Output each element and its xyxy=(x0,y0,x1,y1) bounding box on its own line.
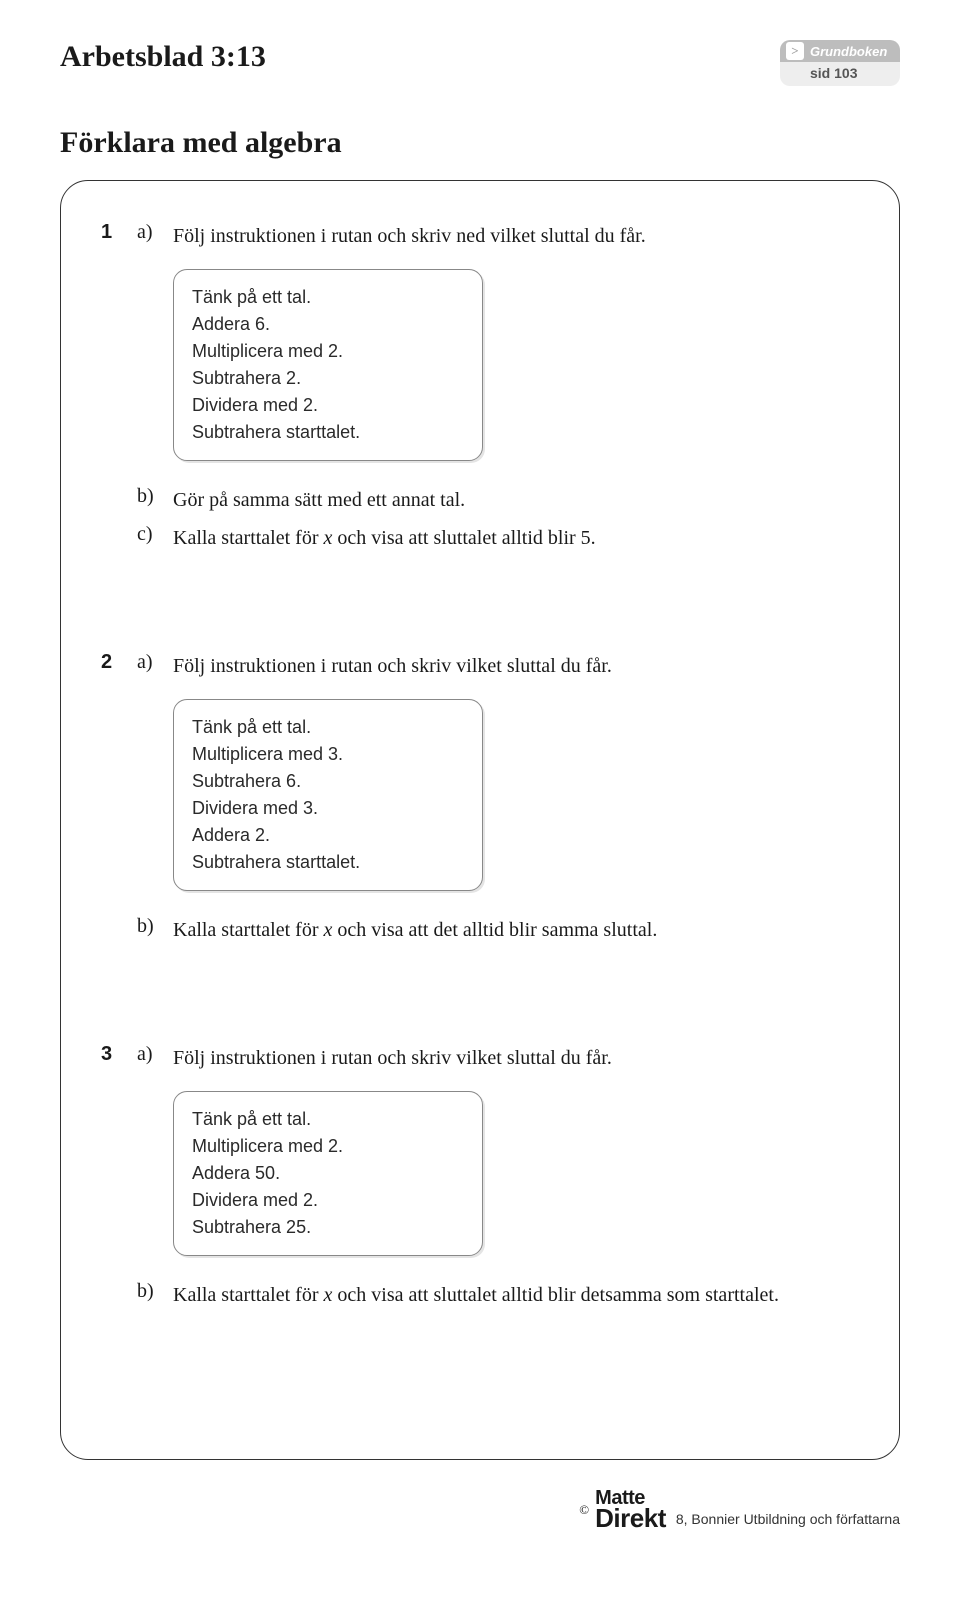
instruction-line: Subtrahera starttalet. xyxy=(192,849,464,876)
part-label: a) xyxy=(137,651,165,674)
header-row: Arbetsblad 3:13 > Grundboken sid 103 xyxy=(60,40,900,86)
instruction-line: Tänk på ett tal. xyxy=(192,714,464,741)
instruction-line: Subtrahera starttalet. xyxy=(192,419,464,446)
problem-part: a) Följ instruktionen i rutan och skriv … xyxy=(137,221,859,251)
logo: Matte Direkt xyxy=(595,1490,666,1529)
problem: 2 a) Följ instruktionen i rutan och skri… xyxy=(101,651,859,953)
part-text: Kalla starttalet för x och visa att slut… xyxy=(173,1280,779,1310)
part-text-post: och visa att sluttalet alltid blir 5. xyxy=(332,527,595,549)
part-label: a) xyxy=(137,1043,165,1066)
reference-page-label: sid 103 xyxy=(780,62,900,86)
part-text: Följ instruktionen i rutan och skriv vil… xyxy=(173,1043,612,1073)
problem-part: c) Kalla starttalet för x och visa att s… xyxy=(137,523,859,553)
instruction-card: Tänk på ett tal. Multiplicera med 3. Sub… xyxy=(173,699,483,891)
part-text: Kalla starttalet för x och visa att slut… xyxy=(173,523,596,553)
instruction-line: Addera 6. xyxy=(192,311,464,338)
problem-row: 1 a) Följ instruktionen i rutan och skri… xyxy=(101,221,859,561)
instruction-line: Subtrahera 6. xyxy=(192,768,464,795)
part-text: Gör på samma sätt med ett annat tal. xyxy=(173,485,465,515)
instruction-line: Dividera med 3. xyxy=(192,795,464,822)
instruction-line: Dividera med 2. xyxy=(192,1187,464,1214)
footer: © Matte Direkt 8, Bonnier Utbildning och… xyxy=(60,1490,900,1529)
instruction-line: Multiplicera med 2. xyxy=(192,1133,464,1160)
problem: 1 a) Följ instruktionen i rutan och skri… xyxy=(101,221,859,561)
instruction-line: Tänk på ett tal. xyxy=(192,1106,464,1133)
problem-body: a) Följ instruktionen i rutan och skriv … xyxy=(137,1043,859,1318)
problem-part: b) Kalla starttalet för x och visa att d… xyxy=(137,915,859,945)
part-label: b) xyxy=(137,485,165,508)
reference-book-label: Grundboken xyxy=(810,44,887,59)
part-text-post: och visa att sluttalet alltid blir detsa… xyxy=(332,1284,779,1306)
footer-text: 8, Bonnier Utbildning och författarna xyxy=(676,1511,900,1529)
instruction-line: Multiplicera med 3. xyxy=(192,741,464,768)
instruction-card: Tänk på ett tal. Multiplicera med 2. Add… xyxy=(173,1091,483,1256)
chevron-right-icon: > xyxy=(786,42,804,60)
part-text-post: och visa att det alltid blir samma slutt… xyxy=(332,919,657,941)
problem-number: 1 xyxy=(101,221,123,244)
instruction-line: Addera 2. xyxy=(192,822,464,849)
instruction-line: Multiplicera med 2. xyxy=(192,338,464,365)
instruction-line: Dividera med 2. xyxy=(192,392,464,419)
problem-part: a) Följ instruktionen i rutan och skriv … xyxy=(137,1043,859,1073)
worksheet-title: Arbetsblad 3:13 xyxy=(60,40,266,74)
instruction-line: Addera 50. xyxy=(192,1160,464,1187)
part-label: b) xyxy=(137,1280,165,1303)
content-box: 1 a) Följ instruktionen i rutan och skri… xyxy=(60,180,900,1460)
problem-number: 2 xyxy=(101,651,123,674)
instruction-line: Tänk på ett tal. xyxy=(192,284,464,311)
reference-badge-top: > Grundboken xyxy=(780,40,900,62)
logo-bottom: Direkt xyxy=(595,1507,666,1529)
instruction-line: Subtrahera 25. xyxy=(192,1214,464,1241)
part-label: b) xyxy=(137,915,165,938)
part-label: c) xyxy=(137,523,165,546)
problem: 3 a) Följ instruktionen i rutan och skri… xyxy=(101,1043,859,1318)
section-title: Förklara med algebra xyxy=(60,126,900,160)
problem-row: 2 a) Följ instruktionen i rutan och skri… xyxy=(101,651,859,953)
problem-row: 3 a) Följ instruktionen i rutan och skri… xyxy=(101,1043,859,1318)
problem-part: a) Följ instruktionen i rutan och skriv … xyxy=(137,651,859,681)
copyright-symbol: © xyxy=(579,1502,589,1518)
part-label: a) xyxy=(137,221,165,244)
part-text-pre: Kalla starttalet för xyxy=(173,1284,324,1306)
problem-body: a) Följ instruktionen i rutan och skriv … xyxy=(137,651,859,953)
problem-number: 3 xyxy=(101,1043,123,1066)
reference-badge: > Grundboken sid 103 xyxy=(780,40,900,86)
part-text-pre: Kalla starttalet för xyxy=(173,527,324,549)
problem-part: b) Gör på samma sätt med ett annat tal. xyxy=(137,485,859,515)
instruction-card: Tänk på ett tal. Addera 6. Multiplicera … xyxy=(173,269,483,461)
part-text: Följ instruktionen i rutan och skriv ned… xyxy=(173,221,646,251)
instruction-line: Subtrahera 2. xyxy=(192,365,464,392)
part-text: Kalla starttalet för x och visa att det … xyxy=(173,915,657,945)
problem-part: b) Kalla starttalet för x och visa att s… xyxy=(137,1280,859,1310)
problem-body: a) Följ instruktionen i rutan och skriv … xyxy=(137,221,859,561)
part-text: Följ instruktionen i rutan och skriv vil… xyxy=(173,651,612,681)
part-text-pre: Kalla starttalet för xyxy=(173,919,324,941)
